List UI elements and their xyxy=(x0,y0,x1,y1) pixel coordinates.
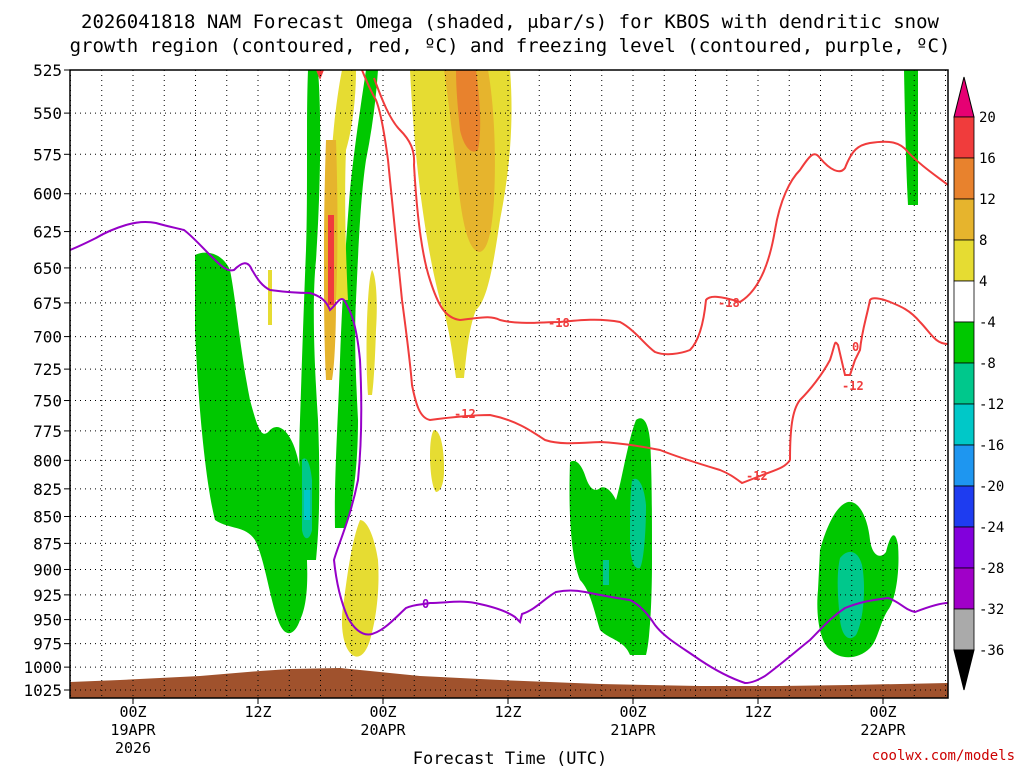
colorbar-tick-label: -32 xyxy=(979,602,1004,618)
x-tick-label: 12Z xyxy=(494,703,521,721)
y-tick-label: 975 xyxy=(33,635,62,654)
plot-border xyxy=(69,69,949,699)
colorbar-tick-label: 4 xyxy=(979,274,987,290)
omega-core-teal-4 xyxy=(603,560,609,585)
y-tick-label: 525 xyxy=(33,61,62,80)
colorbar-tick-label: -16 xyxy=(979,438,1004,454)
colorbar-swatch xyxy=(953,321,975,364)
x-tick-label: 19APR xyxy=(110,721,156,739)
y-tick-label: 950 xyxy=(33,611,62,630)
y-tick-label: 625 xyxy=(33,223,62,242)
y-tick-label: 750 xyxy=(33,392,62,411)
y-tick-label: 1000 xyxy=(23,658,62,677)
omega-area-ascent-3 xyxy=(334,70,378,528)
colorbar-swatch xyxy=(953,239,975,282)
colorbar-swatch xyxy=(953,403,975,446)
omega-area-descent-orange-1 xyxy=(444,70,495,252)
credit-text: coolwx.com/models xyxy=(872,748,1015,764)
colorbar-swatch xyxy=(953,362,975,405)
omega-area-descent-4 xyxy=(366,270,377,395)
colorbar-swatch xyxy=(953,608,975,651)
x-tick-label: 00Z xyxy=(619,703,646,721)
y-tick-label: 550 xyxy=(33,104,62,123)
colorbar-swatch xyxy=(953,567,975,610)
dgz-label-zero: 0 xyxy=(852,340,859,354)
colorbar-swatch xyxy=(953,198,975,241)
colorbar-tick-label: 8 xyxy=(979,233,987,249)
omega-area-ascent-2 xyxy=(299,70,321,560)
colorbar-swatch xyxy=(953,280,975,323)
colorbar-tick-label: 20 xyxy=(979,110,996,126)
x-tick-label: 12Z xyxy=(244,703,271,721)
colorbar-tick-label: -20 xyxy=(979,479,1004,495)
x-tick-label: 00Z xyxy=(869,703,896,721)
chart-title-line2: growth region (contoured, red, ºC) and f… xyxy=(70,35,951,57)
y-tick-label: 575 xyxy=(33,145,62,164)
dgz-label-minus18-b: -18 xyxy=(718,296,740,310)
y-tick-label: 1025 xyxy=(23,681,62,700)
dgz-label-minus18-a: -18 xyxy=(548,316,570,330)
x-axis-label: Forecast Time (UTC) xyxy=(413,749,607,768)
x-tick-label: 22APR xyxy=(860,721,906,739)
dgz-label-minus12-a: -12 xyxy=(454,407,476,421)
omega-core-teal-2 xyxy=(630,478,646,569)
dgz-label-minus12-b: -12 xyxy=(746,469,768,483)
x-tick-label: 2026 xyxy=(115,739,151,757)
omega-area-ascent-4 xyxy=(569,418,652,655)
y-tick-label: 825 xyxy=(33,480,62,499)
omega-area-descent-6 xyxy=(268,270,272,325)
colorbar-tick-label: -8 xyxy=(979,356,996,372)
freezing-level-contour xyxy=(69,220,949,685)
omega-area-descent-5 xyxy=(430,430,444,492)
y-tick-label: 775 xyxy=(33,422,62,441)
colorbar-tick-label: 12 xyxy=(979,192,996,208)
y-tick-label: 925 xyxy=(33,586,62,605)
omega-area-ascent-6 xyxy=(904,70,918,205)
y-tick-label: 850 xyxy=(33,508,62,527)
dgz-contour-minus12 xyxy=(361,69,949,485)
y-tick-label: 675 xyxy=(33,294,62,313)
x-tick-label: 20APR xyxy=(360,721,406,739)
y-axis: 525 550 575 600 625 650 675 700 725 750 775 800 825 8… xyxy=(23,61,70,700)
dgz-contour-minus18 xyxy=(373,77,949,356)
omega-area-descent-orange-3 xyxy=(456,70,481,152)
colorbar-swatch xyxy=(953,485,975,528)
y-tick-label: 600 xyxy=(33,185,62,204)
colorbar-tick-label: -36 xyxy=(979,643,1004,659)
x-tick-label: 00Z xyxy=(119,703,146,721)
y-tick-label: 900 xyxy=(33,560,62,579)
freezing-label-zero: 0 xyxy=(422,597,429,611)
omega-area-descent-red-1 xyxy=(328,215,334,305)
x-tick-label: 00Z xyxy=(369,703,396,721)
colorbar-tick-label: -4 xyxy=(979,315,996,331)
y-tick-label: 875 xyxy=(33,534,62,553)
dgz-label-minus12-c: -12 xyxy=(842,379,864,393)
plot-area: -18 -18 -12 -12 -12 0 0 xyxy=(69,69,949,699)
colorbar-tick-label: -24 xyxy=(979,520,1004,536)
dgz-contours xyxy=(361,69,949,485)
colorbar-swatch xyxy=(953,157,975,200)
y-tick-label: 800 xyxy=(33,451,62,470)
y-tick-label: 700 xyxy=(33,328,62,347)
colorbar-tick-label: 16 xyxy=(979,151,996,167)
chart-title-line1: 2026041818 NAM Forecast Omega (shaded, μ… xyxy=(81,11,939,33)
omega-area-ascent-1 xyxy=(195,252,308,634)
y-tick-label: 650 xyxy=(33,259,62,278)
x-tick-label: 21APR xyxy=(610,721,656,739)
colorbar-tick-label: -28 xyxy=(979,561,1004,577)
colorbar-swatch xyxy=(953,116,975,159)
x-tick-label: 12Z xyxy=(744,703,771,721)
colorbar: 20 16 12 8 4 -4 -8 -12 -16 -20 -24 -28 -32 -36 xyxy=(953,76,1004,691)
y-tick-label: 725 xyxy=(33,360,62,379)
colorbar-swatch xyxy=(953,526,975,569)
colorbar-tick-label: -12 xyxy=(979,397,1004,413)
colorbar-swatch xyxy=(953,444,975,487)
omega-core-cyan-1 xyxy=(304,490,310,520)
colorbar-swatch xyxy=(953,76,975,118)
colorbar-swatch xyxy=(953,649,975,691)
